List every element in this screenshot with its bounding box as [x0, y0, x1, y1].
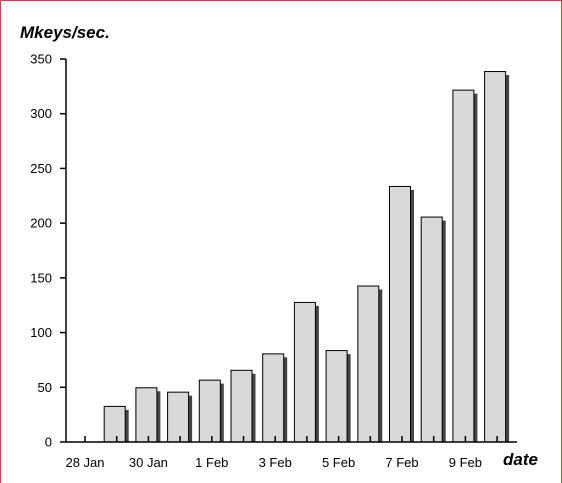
bars-group — [103, 71, 510, 443]
y-axis-label: Mkeys/sec. — [20, 23, 110, 42]
y-tick-label: 0 — [45, 435, 52, 450]
x-tick-label: 9 Feb — [449, 455, 482, 470]
bar — [135, 387, 158, 443]
x-tick-label: 3 Feb — [259, 455, 292, 470]
x-tick-label: 7 Feb — [385, 455, 418, 470]
bar — [389, 185, 411, 443]
x-tick-label: 1 Feb — [195, 455, 228, 470]
y-tick-label: 150 — [30, 270, 52, 285]
y-tick-label: 300 — [30, 106, 52, 121]
bar — [167, 391, 190, 443]
bar — [103, 405, 126, 443]
bar — [198, 379, 221, 443]
bar — [325, 350, 348, 443]
x-tick-label: 5 Feb — [322, 455, 355, 470]
axes-group: 0 50 100 150 200 250 300 350 28 Jan 30 Jan 1 Feb 3 … — [30, 52, 517, 470]
x-axis-label: date — [503, 450, 538, 469]
bar — [357, 285, 380, 443]
bar — [484, 71, 507, 443]
bar — [230, 369, 253, 443]
bar — [452, 89, 475, 443]
y-tick-label: 50 — [38, 380, 52, 395]
x-tick-label: 30 Jan — [129, 455, 168, 470]
bar — [293, 301, 316, 443]
y-tick-label: 350 — [30, 52, 52, 67]
y-tick-label: 100 — [30, 325, 52, 340]
bar — [420, 216, 443, 443]
bar — [262, 353, 285, 443]
y-tick-label: 250 — [30, 161, 52, 176]
x-tick-label: 28 Jan — [65, 455, 104, 470]
y-tick-label: 200 — [30, 216, 52, 231]
